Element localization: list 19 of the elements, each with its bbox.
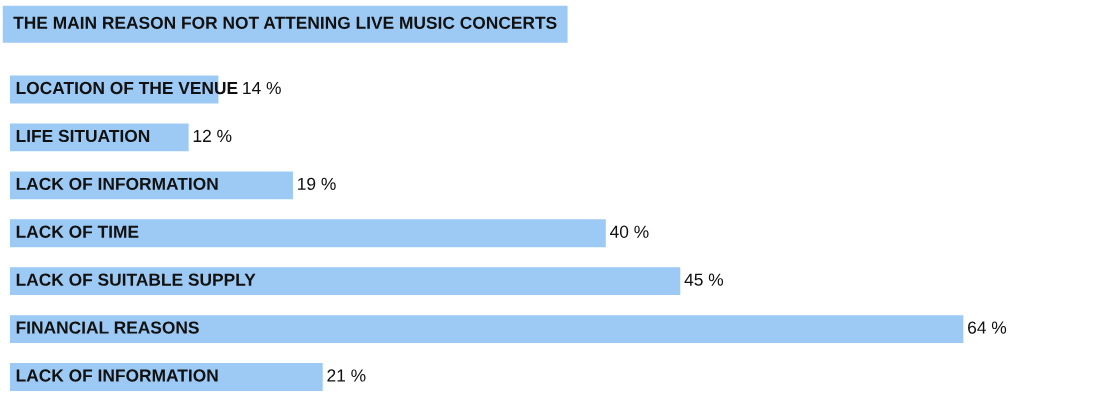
y-tick-label: LACK OF INFORMATION: [16, 177, 218, 190]
data-label: 12 %: [193, 129, 232, 143]
bar: [9, 267, 681, 296]
bar: [9, 315, 964, 343]
data-label: 19 %: [298, 177, 336, 190]
data-label: 21 %: [327, 369, 366, 382]
data-label: 14 %: [243, 81, 281, 95]
chart-title: THE MAIN REASON FOR NOT ATTENING LIVE MUSIC CONCERTS: [13, 16, 557, 29]
y-tick-label: LOCATION OF THE VENUE: [16, 81, 238, 95]
data-label: 45 %: [684, 273, 724, 286]
bar: [9, 219, 606, 248]
y-tick-label: FINANCIAL REASONS: [16, 321, 199, 334]
y-tick-label: LACK OF TIME: [16, 225, 139, 238]
data-label: 40 %: [610, 225, 649, 238]
bar: [9, 363, 323, 391]
y-tick-label: LIFE SITUATION: [16, 129, 150, 143]
y-tick-label: LACK OF SUITABLE SUPPLY: [16, 273, 256, 286]
y-tick-label: LACK OF INFORMATION: [16, 369, 218, 382]
data-label: 64 %: [968, 321, 1007, 334]
